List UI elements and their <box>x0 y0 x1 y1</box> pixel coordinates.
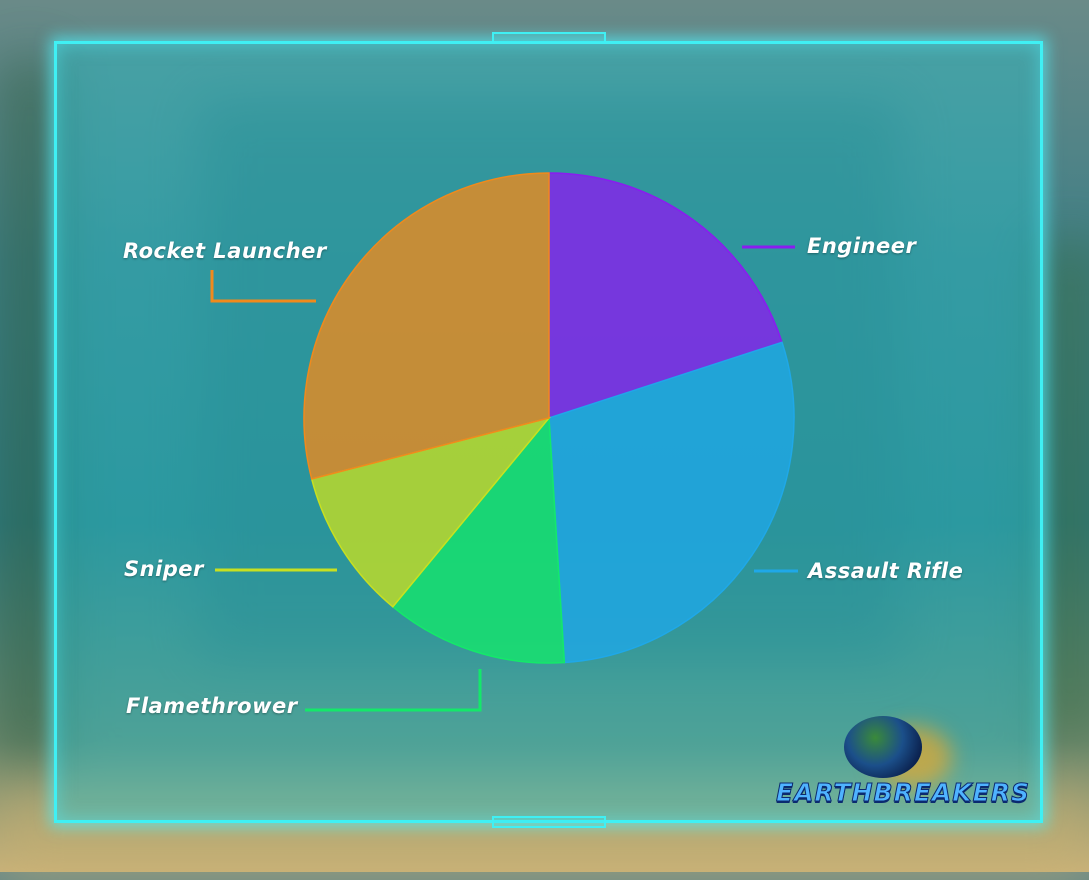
logo-text: EARTHBREAKERS <box>776 778 1030 808</box>
frame-notch-bottom <box>492 816 606 828</box>
pie-slice-flamethrower <box>391 416 566 664</box>
label-assault-rifle: Assault Rifle <box>808 559 964 583</box>
pie-slice-sniper <box>310 416 552 608</box>
pie-slice-assault-rifle <box>548 341 795 664</box>
pie-slice-engineer <box>548 172 783 420</box>
globe-icon <box>844 716 922 778</box>
leader-line-rocket-launcher <box>210 270 316 303</box>
earthbreakers-logo: EARTHBREAKERS <box>776 712 1029 808</box>
frame-notch-top <box>492 32 606 44</box>
label-sniper: Sniper <box>124 557 204 581</box>
pie-slice-rocket-launcher <box>303 172 550 480</box>
label-rocket-launcher: Rocket Launcher <box>123 239 327 263</box>
leader-line-flamethrower <box>305 669 482 712</box>
label-engineer: Engineer <box>807 234 917 258</box>
label-flamethrower: Flamethrower <box>126 694 298 718</box>
